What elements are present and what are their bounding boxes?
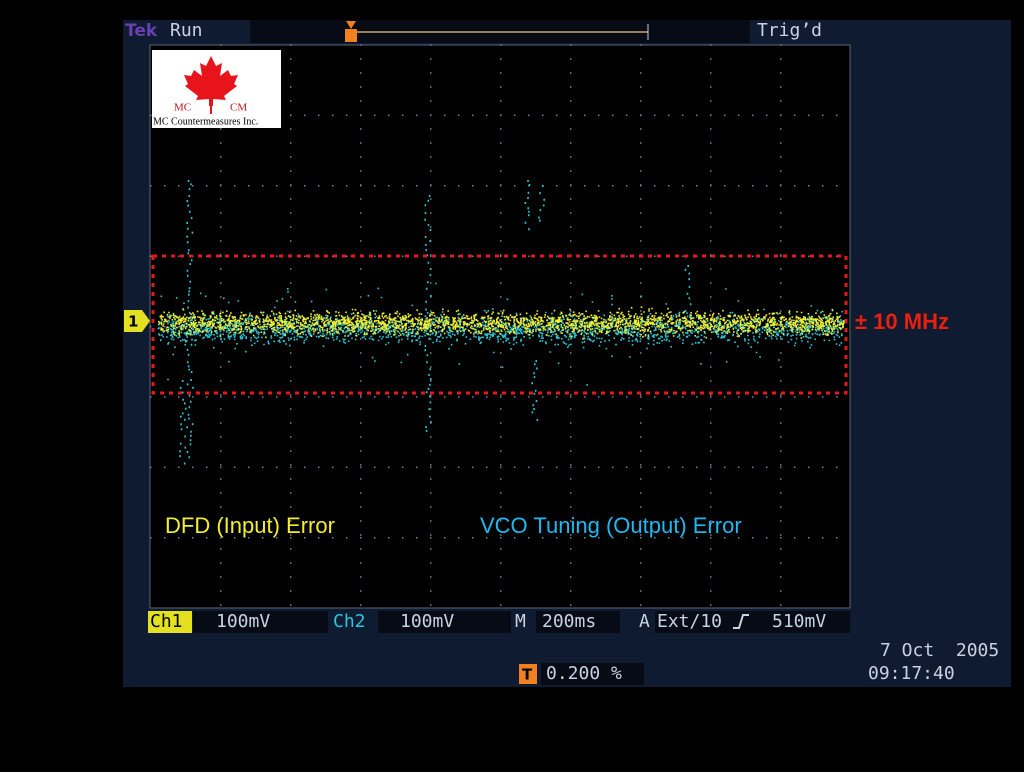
logo-left: MC (174, 102, 191, 114)
time: 09:17:40 (868, 663, 955, 684)
run-state: Run (170, 20, 203, 41)
trigger-position: 0.200 % (546, 663, 622, 684)
date: 7 Oct 2005 (880, 640, 999, 661)
ch2-scale: 100mV (400, 611, 454, 632)
trace1-label: DFD (Input) Error (165, 513, 335, 538)
trigger-pos-box (345, 29, 357, 42)
trigger-source: Ext/10 (657, 611, 722, 632)
logo-right: CM (230, 102, 247, 114)
band-label: ± 10 MHz (855, 309, 949, 334)
ch1-scale: 100mV (216, 611, 270, 632)
timebase-box (536, 611, 620, 633)
trigger-prefix: A (639, 611, 650, 632)
ch2-scale-box (378, 611, 511, 633)
brand: Tek (125, 21, 158, 41)
ch1: Ch1 (150, 611, 183, 632)
trigger-marker-box (519, 664, 537, 684)
channel-marker-shape (124, 310, 150, 332)
channel-marker: 1 (128, 313, 138, 331)
trigger-marker: T (522, 666, 533, 684)
ch1-scale-box (193, 611, 328, 633)
slope-icon (733, 614, 749, 629)
trigger-status: Trig’d (757, 20, 822, 41)
trace-ch1 (158, 306, 846, 340)
trigger-pointer (346, 21, 356, 29)
ch1-box (148, 611, 192, 633)
trigger-box (655, 611, 850, 633)
logo-company: MC Countermeasures Inc. (153, 116, 258, 127)
trace2-label: VCO Tuning (Output) Error (480, 513, 742, 538)
maple-leaf (184, 56, 238, 106)
ch2: Ch2 (333, 611, 366, 632)
trigger-level: 510mV (772, 611, 826, 632)
trigger-position-box (541, 663, 644, 685)
timebase: 200ms (542, 611, 596, 632)
time-prefix: M (515, 611, 526, 632)
